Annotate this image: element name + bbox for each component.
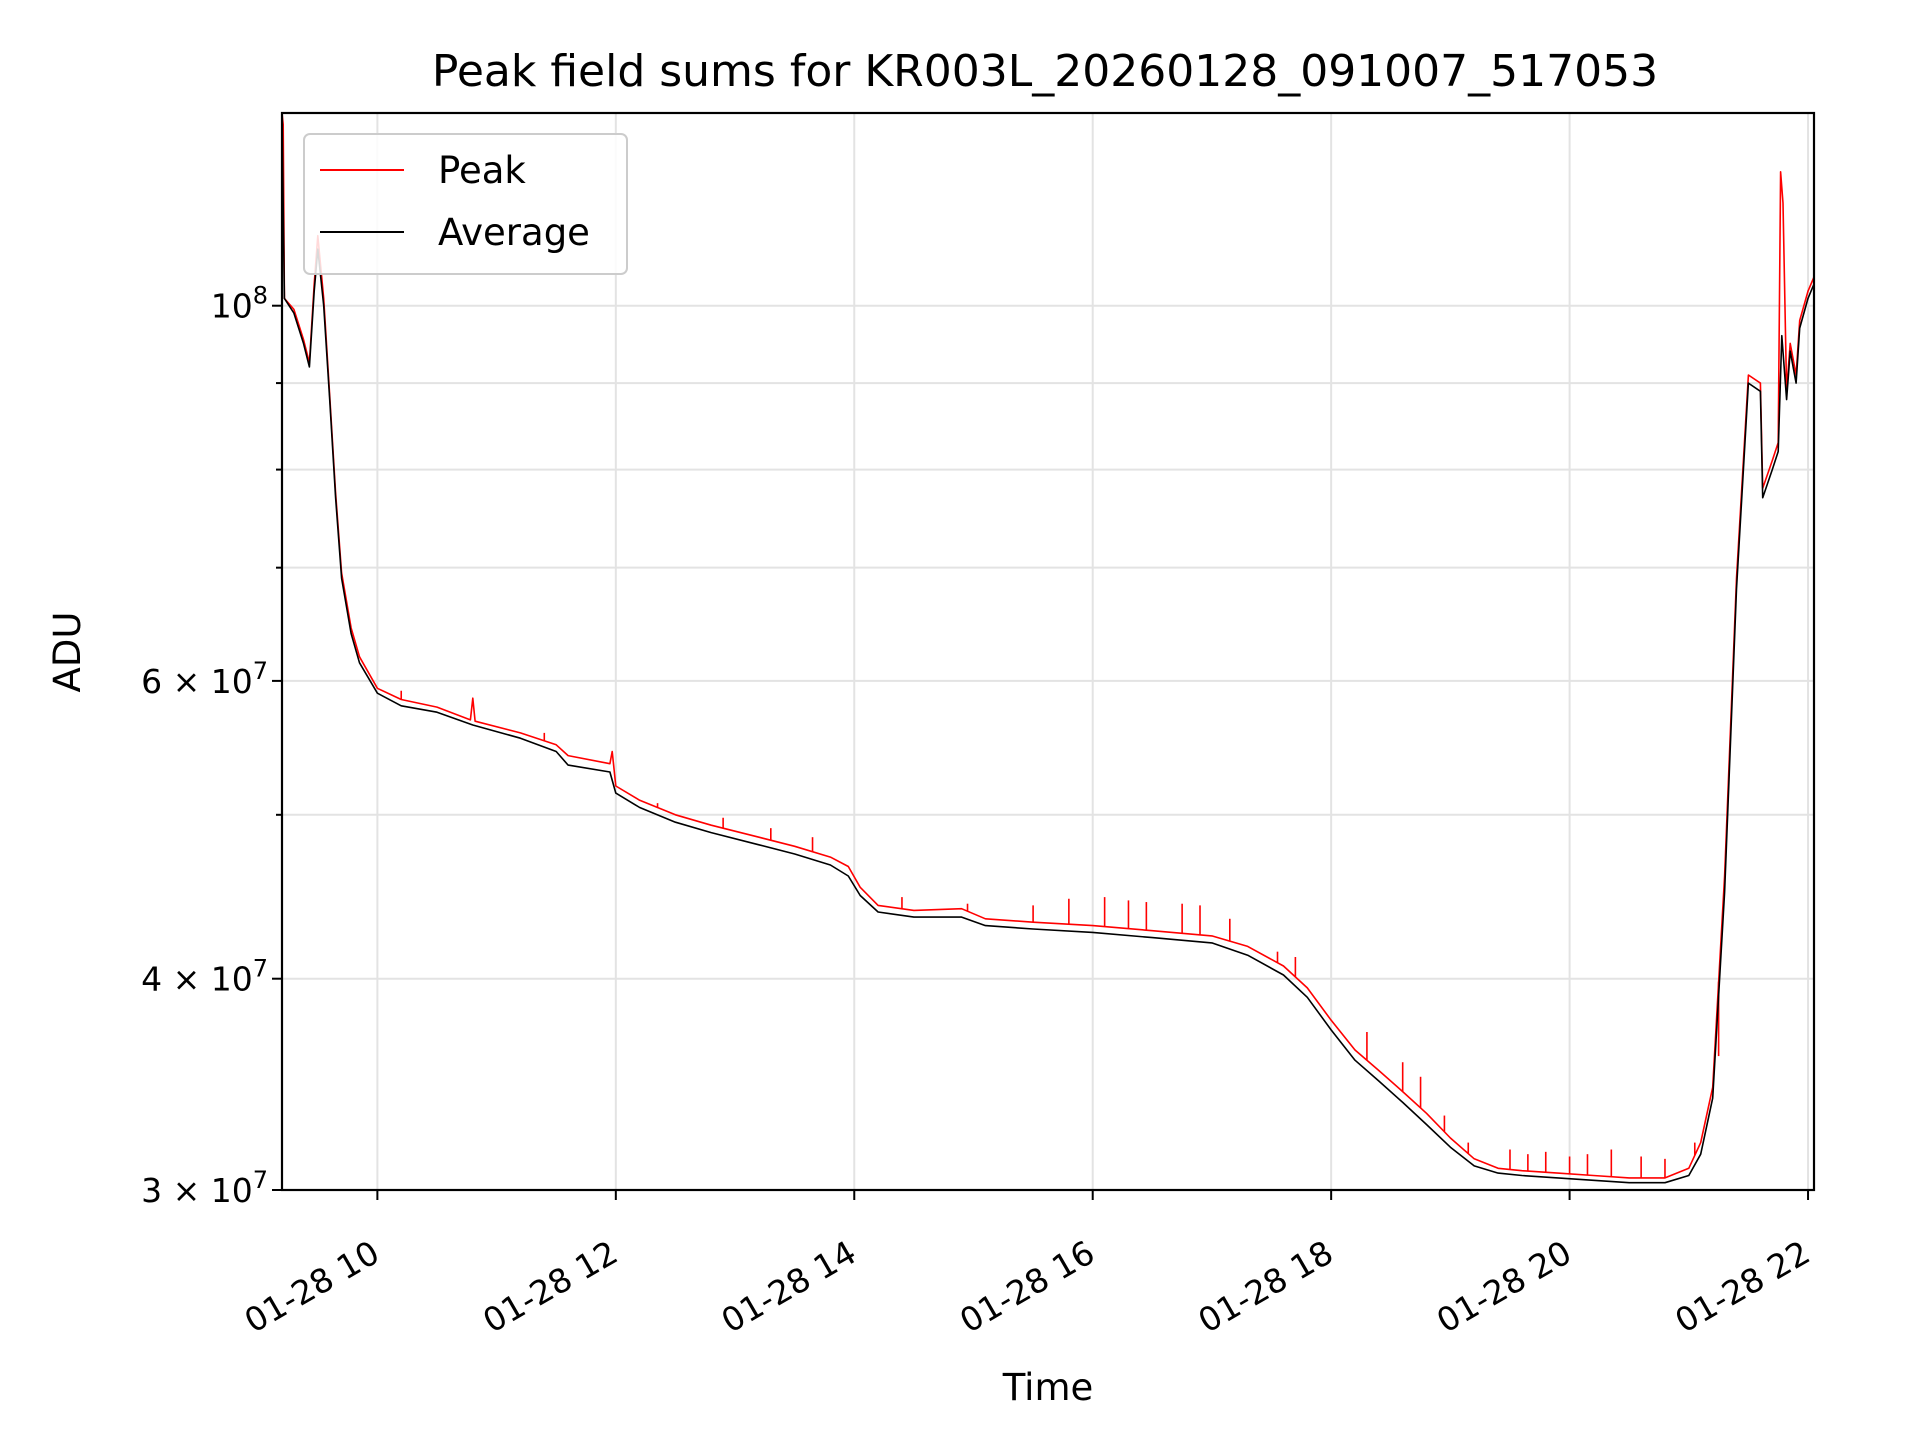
x-axis-label: Time — [1002, 1366, 1094, 1409]
x-tick-label: 01-28 10 — [238, 1233, 386, 1341]
y-tick-label: 108 — [211, 282, 268, 326]
x-tick-label: 01-28 14 — [715, 1233, 863, 1341]
x-tick-label: 01-28 12 — [476, 1233, 624, 1341]
legend-label-peak: Peak — [438, 149, 526, 192]
grid-layer — [282, 113, 1814, 1190]
y-tick-label: 6 × 107 — [141, 657, 268, 701]
series-layer — [281, 112, 1815, 1184]
x-tick-label: 01-28 22 — [1668, 1233, 1816, 1341]
y-tick-label: 4 × 107 — [141, 955, 268, 999]
chart-title: Peak field sums for KR003L_20260128_0910… — [432, 46, 1658, 97]
tick-layer: 01-28 10 01-28 12 01-28 14 01-28 16 01-28 18… — [141, 282, 1816, 1341]
series-line-average — [281, 112, 1815, 1184]
y-axis-label: ADU — [46, 612, 89, 693]
x-tick-label: 01-28 20 — [1430, 1233, 1578, 1341]
plot-frame — [280, 111, 1816, 1192]
legend: Peak Average — [303, 133, 628, 275]
x-tick-label: 01-28 16 — [953, 1233, 1101, 1341]
y-tick-label: 3 × 107 — [141, 1166, 268, 1210]
legend-label-average: Average — [438, 211, 590, 254]
x-tick-label: 01-28 18 — [1192, 1233, 1340, 1341]
